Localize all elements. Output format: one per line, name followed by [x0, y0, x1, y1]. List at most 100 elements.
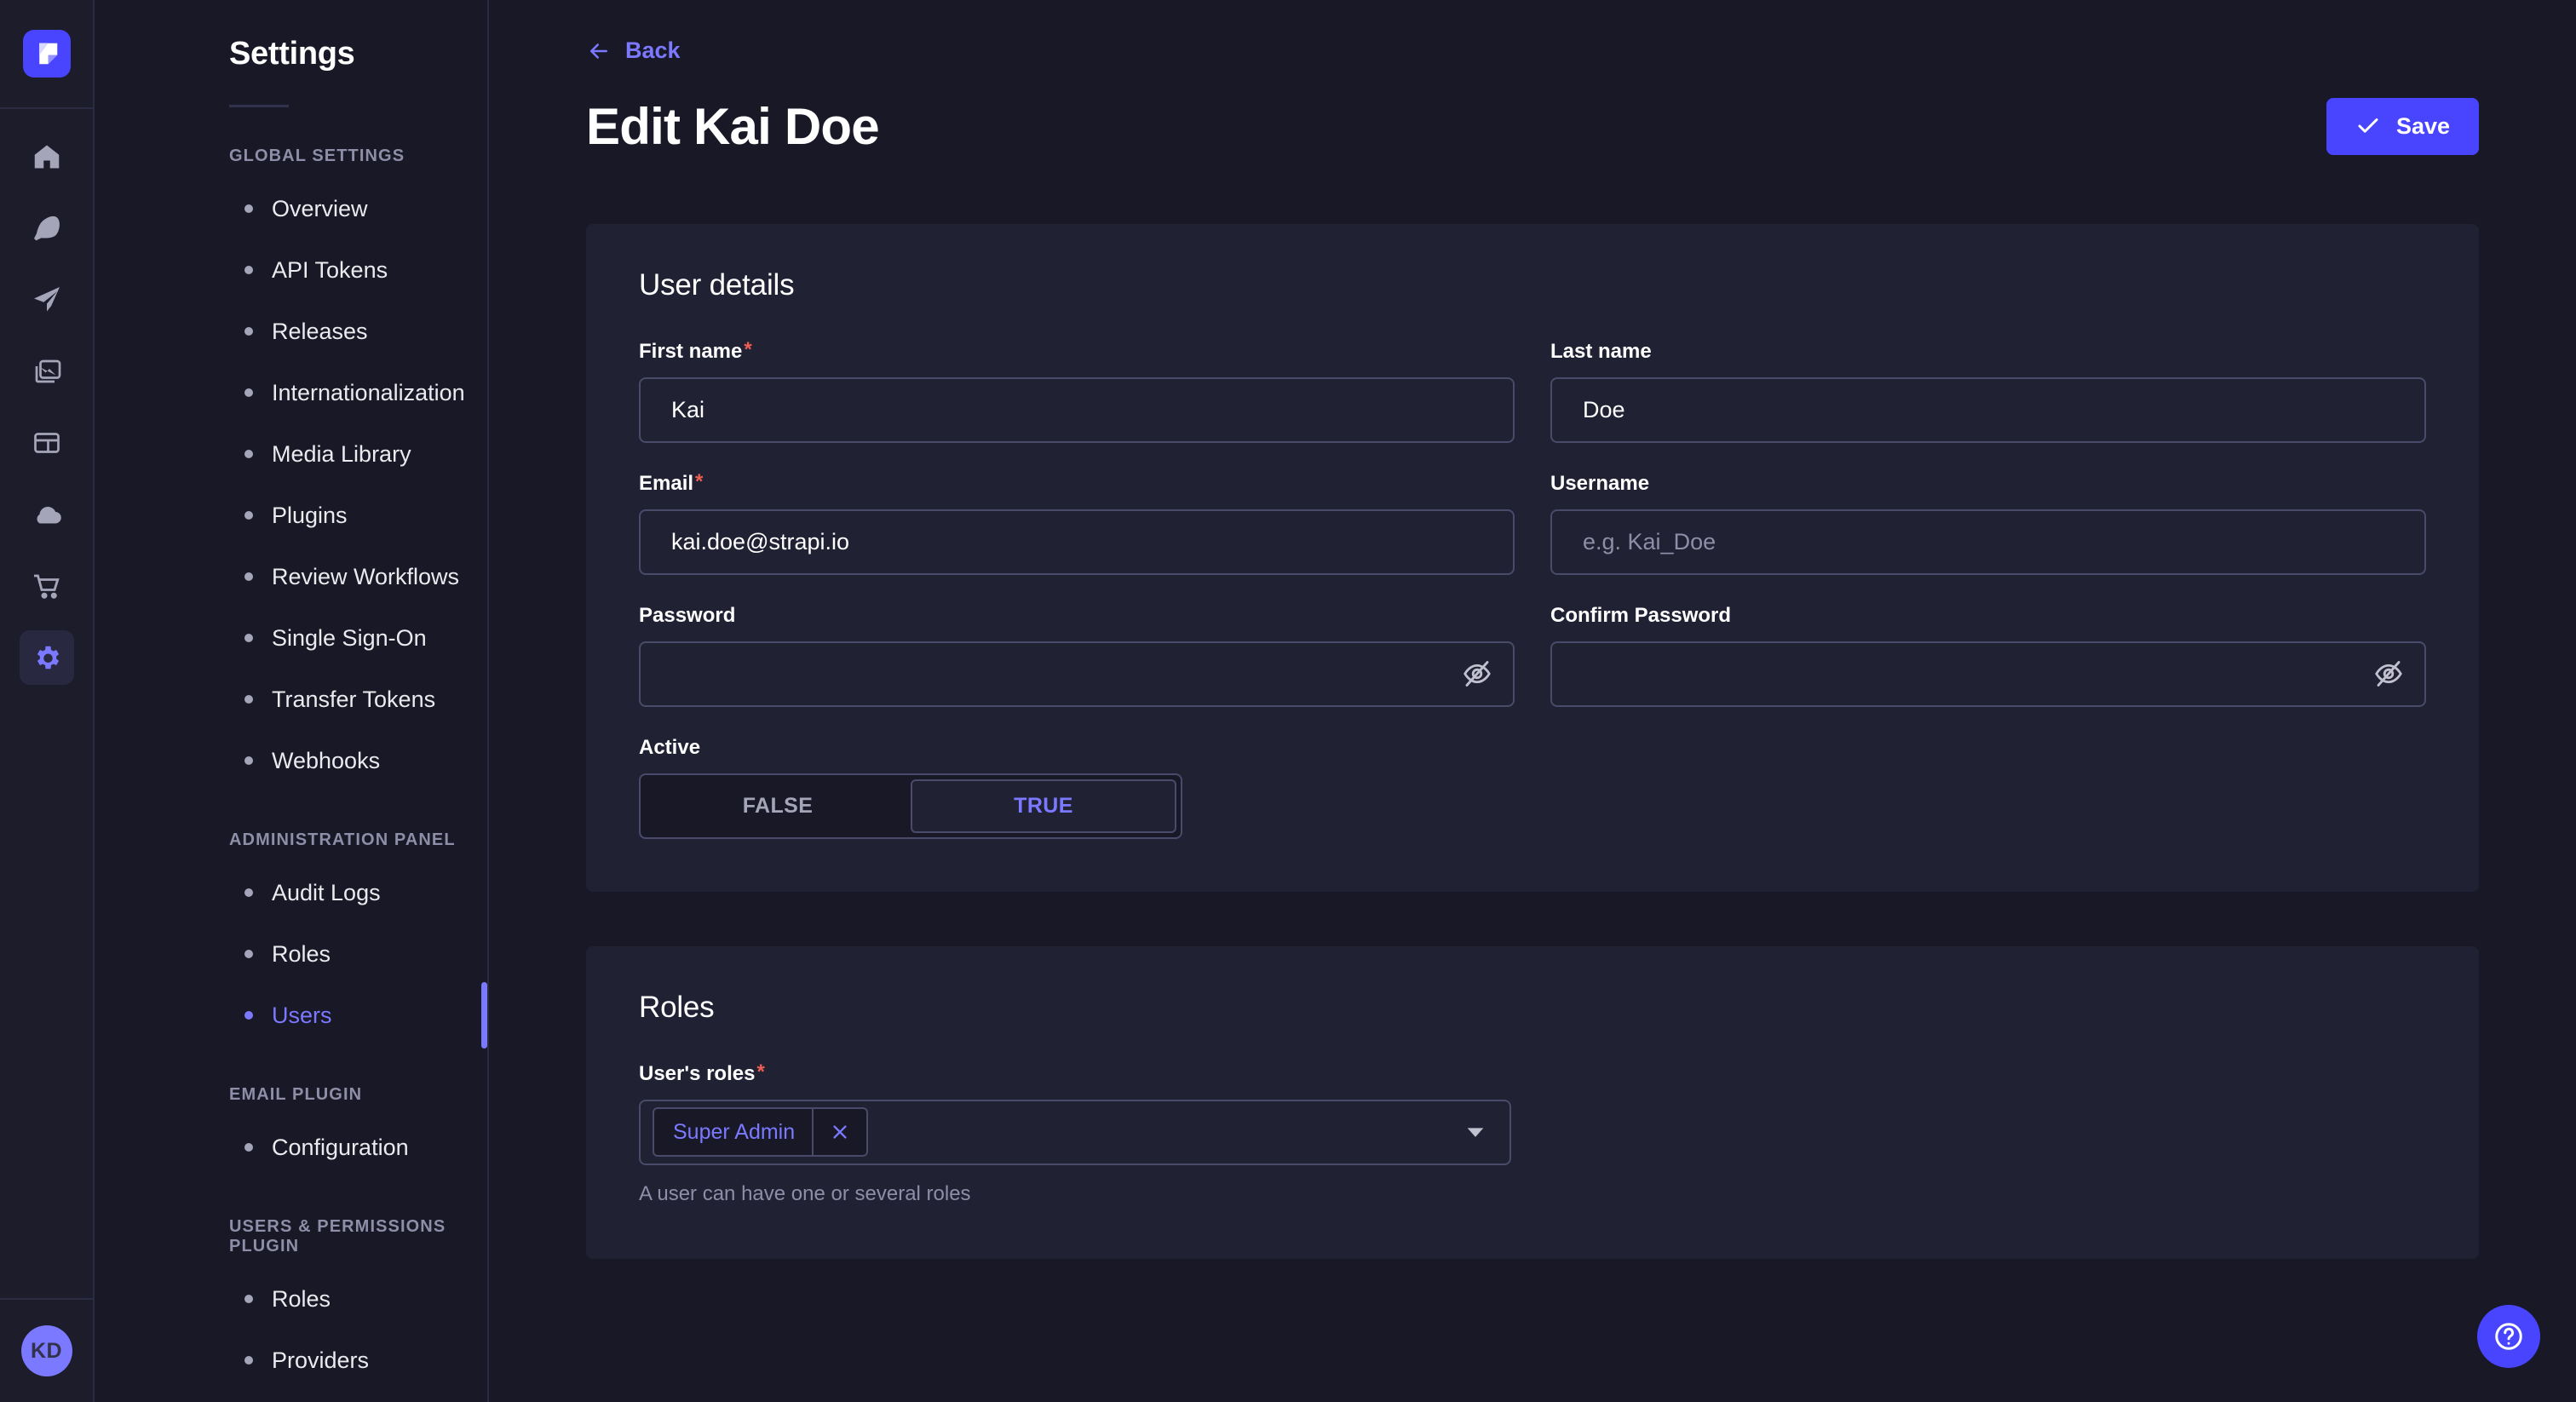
email-input-wrap	[639, 509, 1515, 575]
confirm-password-input[interactable]	[1550, 641, 2426, 707]
help-button[interactable]	[2477, 1305, 2540, 1368]
sidebar-item-audit-logs[interactable]: Audit Logs	[95, 862, 487, 923]
bullet-icon	[244, 1356, 253, 1365]
sidebar-item-users[interactable]: Users	[95, 982, 487, 1049]
password-label: Password	[639, 604, 1515, 628]
title-row: Edit Kai Doe Save	[586, 97, 2479, 156]
required-marker: *	[744, 337, 752, 361]
username-input-wrap	[1550, 509, 2426, 575]
sidebar-section-administration-panel-label: ADMINISTRATION PANEL	[229, 830, 456, 849]
close-icon	[831, 1123, 849, 1141]
save-button-label: Save	[2395, 112, 2450, 139]
home-icon[interactable]	[20, 129, 74, 184]
first-name-label: First name *	[639, 337, 1515, 364]
sidebar-item-providers[interactable]: Providers	[95, 1330, 487, 1391]
sidebar-item-label: Transfer Tokens	[272, 686, 436, 712]
user-details-grid: First name* Last name	[639, 337, 2426, 839]
gear-icon[interactable]	[19, 630, 74, 685]
images-icon[interactable]	[20, 344, 74, 399]
confirm-password-label-text: Confirm Password	[1550, 603, 1732, 627]
main-content: Back Edit Kai Doe Save User details	[489, 0, 2576, 1402]
last-name-input[interactable]	[1550, 376, 2426, 443]
required-marker: *	[695, 469, 704, 493]
sidebar-item-media-library[interactable]: Media Library	[95, 423, 487, 485]
sidebar-item-label: Roles	[272, 940, 331, 967]
settings-sidebar: Settings GLOBAL SETTINGS Overview API To…	[95, 0, 489, 1402]
active-true-button[interactable]: TRUE	[911, 779, 1176, 833]
sidebar-item-api-tokens[interactable]: API Tokens	[95, 239, 487, 301]
eye-off-icon	[1462, 658, 1492, 689]
active-label-text: Active	[639, 735, 701, 759]
back-link-label: Back	[625, 37, 681, 63]
save-button[interactable]: Save	[2326, 97, 2479, 155]
shopping-cart-icon[interactable]	[20, 559, 74, 613]
back-link[interactable]: Back	[586, 37, 681, 64]
page-title: Edit Kai Doe	[586, 97, 880, 155]
sidebar-section-users-permissions-list: Roles Providers	[95, 1268, 487, 1391]
toggle-confirm-password-visibility-button[interactable]	[2373, 658, 2404, 689]
strapi-logo-icon[interactable]	[22, 30, 71, 78]
user-roles-select[interactable]: Super Admin	[639, 1099, 1511, 1165]
username-field: Username	[1550, 472, 2426, 575]
bullet-icon	[244, 204, 253, 213]
bullet-icon	[244, 695, 253, 704]
sidebar-item-label: Audit Logs	[272, 879, 381, 905]
email-input[interactable]	[639, 509, 1515, 575]
sidebar-header: Settings	[95, 0, 487, 107]
sidebar-item-label: Review Workflows	[272, 563, 460, 589]
cloud-icon[interactable]	[20, 487, 74, 542]
sidebar-item-label: API Tokens	[272, 256, 388, 283]
feather-icon[interactable]	[20, 201, 74, 256]
rail-icon-list	[19, 129, 74, 685]
arrow-left-icon	[586, 38, 612, 64]
sidebar-item-label: Releases	[272, 318, 368, 344]
email-label: Email *	[639, 469, 1515, 496]
sidebar-item-roles-admin[interactable]: Roles	[95, 923, 487, 985]
toggle-password-visibility-button[interactable]	[1462, 658, 1492, 689]
bullet-icon	[244, 511, 253, 520]
help-question-icon	[2493, 1320, 2525, 1353]
sidebar-item-transfer-tokens[interactable]: Transfer Tokens	[95, 669, 487, 730]
last-name-field: Last name	[1550, 340, 2426, 443]
sidebar-section-users-permissions-label: USERS & PERMISSIONS PLUGIN	[229, 1217, 446, 1255]
sidebar-item-internationalization[interactable]: Internationalization	[95, 362, 487, 423]
email-label-text: Email	[639, 471, 694, 495]
chevron-down-icon[interactable]	[1463, 1120, 1487, 1144]
password-input[interactable]	[639, 641, 1515, 707]
confirm-password-label: Confirm Password	[1550, 604, 2426, 628]
sidebar-item-label: Overview	[272, 195, 368, 221]
last-name-label-text: Last name	[1550, 339, 1652, 363]
paper-plane-icon[interactable]	[20, 273, 74, 327]
remove-role-button[interactable]	[814, 1109, 866, 1155]
sidebar-item-label: Roles	[272, 1285, 331, 1312]
sidebar-item-label: Internationalization	[272, 379, 465, 405]
sidebar-item-releases[interactable]: Releases	[95, 301, 487, 362]
sidebar-section-email-plugin-list: Configuration	[95, 1117, 487, 1178]
layout-icon[interactable]	[20, 416, 74, 470]
tag-divider	[812, 1109, 814, 1155]
username-input[interactable]	[1550, 509, 2426, 575]
sidebar-item-webhooks[interactable]: Webhooks	[95, 730, 487, 791]
user-roles-label-text: User's roles	[639, 1061, 756, 1085]
sidebar-section-administration-panel-list: Audit Logs Roles Users	[95, 862, 487, 1049]
bullet-icon	[244, 1011, 253, 1020]
password-input-wrap	[639, 641, 1515, 707]
sidebar-item-single-sign-on[interactable]: Single Sign-On	[95, 607, 487, 669]
sidebar-item-configuration[interactable]: Configuration	[95, 1117, 487, 1178]
user-details-panel: User details First name* Last name	[586, 223, 2479, 892]
active-false-button[interactable]: FALSE	[645, 779, 911, 833]
form-content: User details First name* Last name	[489, 223, 2576, 1259]
sidebar-item-roles-users-permissions[interactable]: Roles	[95, 1268, 487, 1330]
sidebar-item-review-workflows[interactable]: Review Workflows	[95, 546, 487, 607]
sidebar-item-overview[interactable]: Overview	[95, 178, 487, 239]
eye-off-icon	[2373, 658, 2404, 689]
bullet-icon	[244, 1143, 253, 1152]
role-tag-super-admin: Super Admin	[653, 1107, 869, 1157]
first-name-field: First name *	[639, 337, 1515, 443]
bullet-icon	[244, 266, 253, 274]
sidebar-item-plugins[interactable]: Plugins	[95, 485, 487, 546]
first-name-input[interactable]	[639, 376, 1515, 443]
password-field: Password	[639, 604, 1515, 707]
confirm-password-input-wrap	[1550, 641, 2426, 707]
avatar[interactable]: KD	[20, 1325, 72, 1376]
